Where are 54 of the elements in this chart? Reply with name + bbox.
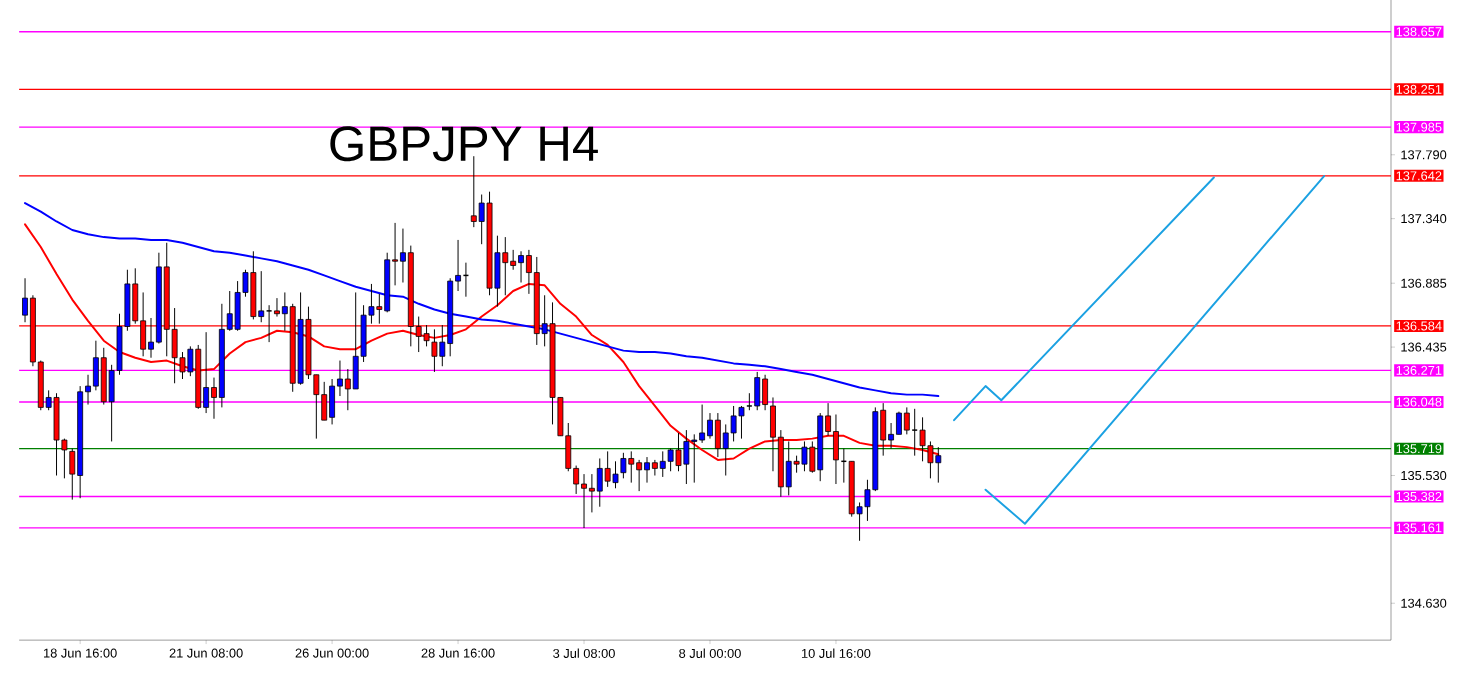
- candlestick: [825, 402, 832, 437]
- candlestick: [274, 297, 280, 318]
- candlestick: [699, 404, 706, 444]
- candlestick: [392, 222, 398, 286]
- x-tick-label: 18 Jun 16:00: [44, 648, 117, 658]
- candlestick: [581, 473, 587, 529]
- x-tick-label: 10 Jul 16:00: [801, 648, 871, 658]
- candlestick: [911, 408, 918, 457]
- x-tick-label: 26 Jun 00:00: [295, 648, 369, 658]
- candlestick: [510, 249, 517, 271]
- y-tick-label: 136.885: [1401, 278, 1447, 288]
- candlestick: [281, 291, 288, 332]
- ref-line-label: 136.048: [1396, 397, 1442, 407]
- candlestick: [636, 459, 643, 492]
- y-tick-label: 134.630: [1401, 598, 1447, 608]
- candlestick: [85, 374, 91, 406]
- candlestick: [651, 459, 658, 476]
- y-tick-label: 137.790: [1401, 150, 1447, 160]
- ref-line-label: 137.642: [1396, 171, 1442, 181]
- candlestick: [518, 250, 524, 283]
- ref-line-label: 135.161: [1396, 523, 1442, 533]
- text: GBPJPY H4: [330, 126, 598, 162]
- ref-line-label: 136.271: [1396, 365, 1442, 375]
- ref-line-label: 138.657: [1396, 27, 1442, 37]
- candlestick: [644, 456, 650, 484]
- y-tick-label: 136.435: [1401, 342, 1447, 352]
- line-series: [953, 176, 1215, 422]
- x-tick-label: 8 Jul 00:00: [679, 648, 741, 658]
- candlestick: [22, 277, 28, 323]
- ref-line-label: 137.985: [1396, 122, 1442, 132]
- candlestick: [337, 360, 343, 397]
- candlestick: [400, 228, 406, 283]
- candlestick: [211, 377, 217, 420]
- candlestick: [525, 249, 532, 295]
- y-tick-label: 137.340: [1401, 214, 1447, 224]
- candlestick: [265, 304, 273, 343]
- ref-line-label: 136.584: [1396, 321, 1442, 331]
- x-tick-label: 28 Jun 16:00: [421, 648, 495, 658]
- ref-line-label: 135.382: [1396, 491, 1442, 502]
- candlestick: [455, 239, 461, 292]
- candlestick: [573, 465, 580, 495]
- candlestick: [344, 368, 351, 411]
- candlestick: [888, 422, 894, 450]
- candlestick: [903, 406, 910, 435]
- x-tick-label: 21 Jun 08:00: [169, 648, 243, 658]
- y-tick-label: 135.530: [1401, 470, 1447, 481]
- candlestick: [707, 412, 713, 440]
- candlestick: [203, 331, 210, 414]
- candlestick: [148, 317, 154, 359]
- candlestick: [588, 473, 595, 513]
- candlestick: [69, 448, 76, 501]
- ref-line-label: 138.251: [1396, 84, 1442, 94]
- x-tick-label: 3 Jul 08:00: [553, 648, 615, 658]
- ref-line-label: 135.719: [1396, 444, 1442, 454]
